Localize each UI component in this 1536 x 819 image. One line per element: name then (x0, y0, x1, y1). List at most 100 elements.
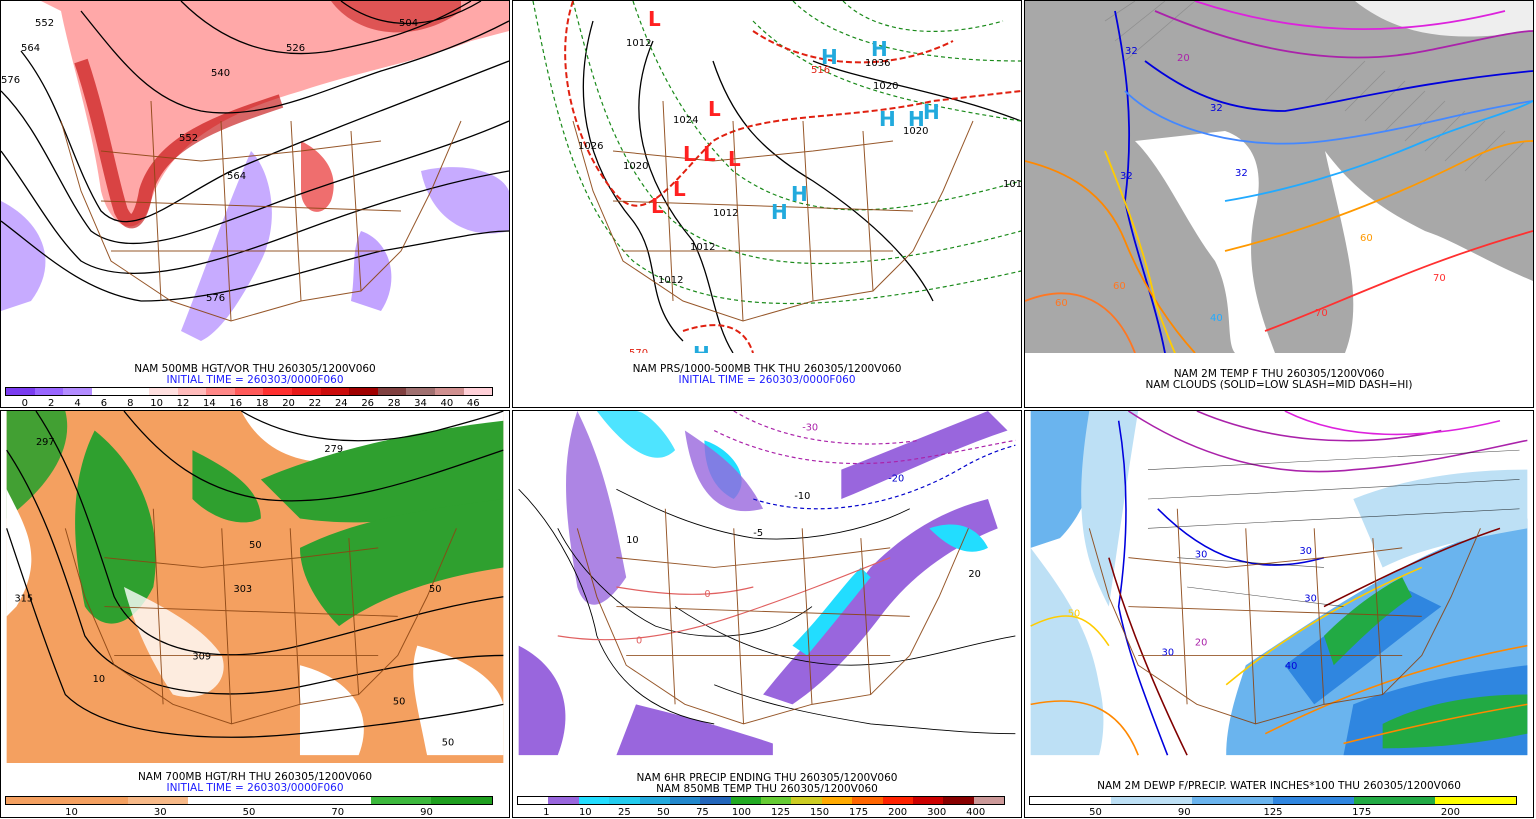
colorbar-swatch (206, 388, 235, 395)
contour-label: 1024 (673, 115, 698, 126)
panel-caption-2: NAM CLOUDS (SOLID=LOW SLASH=MID DASH=HI) (1145, 379, 1413, 391)
contour-label: 1012 (626, 38, 651, 49)
contour-label: -5 (753, 528, 763, 539)
colorbar-tick-label: 8 (127, 398, 134, 408)
svg-text:H: H (821, 45, 838, 69)
colorbar-tick-label: 18 (255, 398, 269, 408)
colorbar-tick-label: 20 (282, 398, 295, 408)
contour-label: -10 (794, 491, 810, 502)
colorbar-tick-label: 10 (578, 807, 592, 818)
panel-caption-2: INITIAL TIME = 260303/0000F060 (166, 374, 344, 386)
colorbar-swatch (1030, 797, 1071, 804)
colorbar-tick-label: 300 (927, 807, 947, 818)
colorbar-tick-label: 125 (770, 807, 791, 818)
contour-label: 576 (1, 75, 20, 86)
panel-caption-1: NAM 700MB HGT/RH THU 260305/1200V060 (137, 771, 373, 783)
panel-700mb-hgt-rh: 297 303 309 315 279 10 50 50 50 50 NAM 7… (0, 410, 510, 818)
contour-label: 1012 (713, 208, 738, 219)
contour-label: 60 (1113, 281, 1126, 292)
colorbar-tick-label: 16 (229, 398, 243, 408)
contour-label: 303 (233, 584, 252, 595)
colorbar-swatch (434, 388, 464, 395)
contour-label: 50 (429, 584, 441, 595)
panel-caption-1: NAM 6HR PRECIP ENDING THU 260305/1200V06… (636, 772, 898, 784)
colorbar-tick-label: 25 (617, 807, 631, 818)
svg-text:H: H (908, 107, 925, 131)
colorbar-swatch (669, 797, 701, 804)
colorbar-swatch (63, 388, 92, 395)
contour-label: 30 (1300, 546, 1312, 557)
colorbar-swatch (291, 388, 321, 395)
colorbar-swatch (1070, 797, 1111, 804)
colorbar-tick-label: 4 (74, 398, 81, 408)
contour-label: 32 (1235, 168, 1248, 179)
contour-label: 564 (21, 43, 40, 54)
panel-caption-1: NAM PRS/1000-500MB THK THU 260305/1200V0… (632, 363, 902, 375)
colorbar-tick-label: 2 (47, 398, 55, 408)
contour-label: 40 (1210, 313, 1223, 324)
contour-label: 516 (811, 65, 830, 76)
colorbar-swatch (973, 797, 1004, 804)
panel-caption-1: NAM 2M TEMP F THU 260305/1200V060 (1173, 368, 1385, 380)
colorbar-tick-label: 50 (657, 807, 670, 818)
svg-text:L: L (673, 177, 686, 201)
contour-label: 50 (1068, 608, 1080, 619)
contour-label: 30 (1304, 594, 1316, 605)
contour-label: 40 (1285, 661, 1297, 672)
svg-text:L: L (708, 97, 721, 121)
contour-label: -20 (888, 473, 904, 484)
svg-text:H: H (879, 107, 896, 131)
contour-label: 10 (626, 535, 638, 546)
contour-label: 50 (393, 696, 405, 707)
contour-label: 552 (179, 133, 198, 144)
colorbar-tick-label: 175 (849, 807, 869, 818)
contour-label: 1026 (578, 141, 603, 152)
svg-text:L: L (703, 142, 716, 166)
colorbar-swatch (578, 797, 610, 804)
map-2m-temp-clouds: 20 32 32 32 32 60 60 70 70 40 60 (1025, 1, 1533, 353)
colorbar-swatch (609, 797, 640, 804)
colorbar-tick-label: 50 (1089, 807, 1102, 818)
contour-label: 576 (206, 293, 225, 304)
contour-label: 20 (968, 569, 980, 580)
contour-label: 0 (704, 589, 710, 600)
colorbar-swatch (1313, 797, 1354, 804)
colorbar-tick-label: 0 (21, 398, 28, 408)
panel-6hr-precip-850mb-temp: -10 -20 -30 0 0 10 -5 20 NAM 6HR PRECIP … (512, 410, 1022, 818)
contour-label: 1020 (873, 81, 898, 92)
contour-label: 32 (1125, 46, 1138, 57)
panel-500mb-hgt-vor: 552 564 576 552 526 540 564 576 504 NAM … (0, 0, 510, 408)
colorbar-tick-label: 14 (203, 398, 216, 408)
svg-text:L: L (728, 147, 741, 171)
colorbar-swatch (639, 797, 670, 804)
contour-label: 50 (442, 737, 454, 748)
colorbar-tick-label: 46 (466, 398, 480, 408)
panel-2m-temp-clouds: 20 32 32 32 32 60 60 70 70 40 60 NAM 2M … (1024, 0, 1534, 408)
colorbar-swatch (431, 797, 492, 804)
contour-label: 297 (36, 437, 55, 448)
contour-label: 30 (1162, 647, 1174, 658)
colorbar-tick-label: 200 (888, 807, 908, 818)
colorbar-swatch (370, 797, 432, 804)
colorbar-swatch (463, 388, 493, 395)
svg-text:H: H (923, 100, 940, 124)
colorbar-tick-label: 24 (334, 398, 348, 408)
colorbar (517, 796, 1005, 805)
contour-label: -30 (802, 423, 818, 434)
colorbar-swatch (6, 797, 67, 804)
colorbar-tick-label: 400 (966, 807, 986, 818)
colorbar-swatch (1111, 797, 1152, 804)
colorbar-swatch (249, 797, 310, 804)
contour-label: 32 (1120, 171, 1133, 182)
colorbar-tick-label: 75 (696, 807, 709, 818)
svg-text:L: L (683, 142, 696, 166)
colorbar-swatch (1192, 797, 1233, 804)
map-700mb-rh: 297 303 309 315 279 10 50 50 50 50 (6, 411, 504, 763)
colorbar-tick-label: 90 (420, 807, 433, 818)
colorbar-swatch (882, 797, 913, 804)
colorbar-swatch (761, 797, 792, 804)
colorbar-swatch (852, 797, 883, 804)
contour-label: 70 (1315, 308, 1328, 319)
contour-label: 20 (1195, 638, 1207, 649)
contour-label: 540 (211, 68, 230, 79)
